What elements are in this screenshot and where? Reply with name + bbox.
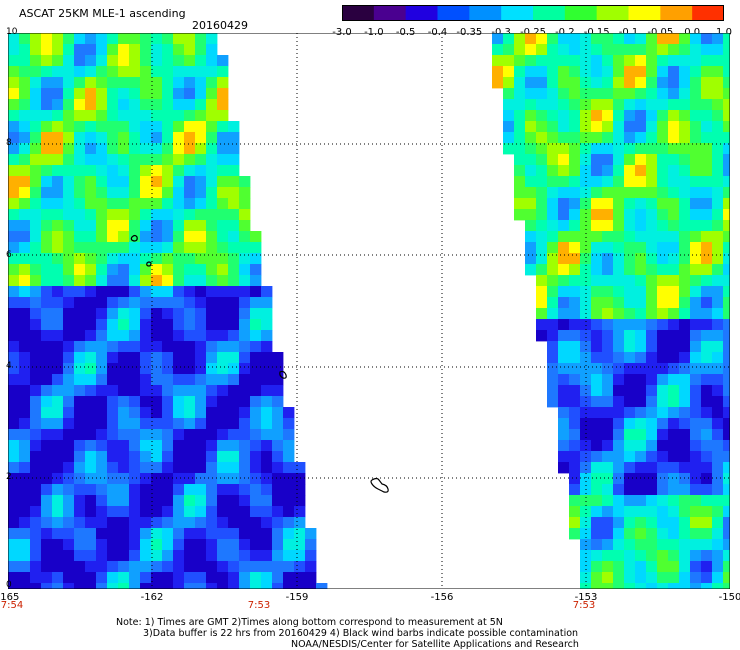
colorbar-segment xyxy=(596,5,629,21)
time-label: 7:54 xyxy=(0,600,24,611)
longitude-label: -162 xyxy=(140,592,164,603)
note-line-3: NOAA/NESDIS/Center for Satellite Applica… xyxy=(291,639,579,650)
longitude-label: -156 xyxy=(430,592,454,603)
longitude-label: -150 xyxy=(718,592,740,603)
swath-left xyxy=(8,33,328,589)
latitude-label: 2 xyxy=(6,472,12,482)
swath-map xyxy=(8,33,730,589)
longitude-label: -153 xyxy=(574,592,598,603)
latitude-label: 6 xyxy=(6,250,12,260)
colorbar-segment xyxy=(373,5,407,21)
colorbar-segment xyxy=(437,5,470,21)
colorbar-segment xyxy=(533,5,566,21)
note-line-1: Note: 1) Times are GMT 2)Times along bot… xyxy=(116,617,503,628)
island-contours xyxy=(130,234,389,493)
note-line-2: 3)Data buffer is 22 hrs from 20160429 4)… xyxy=(143,628,579,639)
colorbar xyxy=(342,5,724,21)
map-date: 20160429 xyxy=(192,19,248,32)
colorbar-segment xyxy=(342,5,375,21)
longitude-label: -159 xyxy=(285,592,309,603)
latitude-label: 4 xyxy=(6,361,12,371)
colorbar-segment xyxy=(692,5,724,21)
colorbar-segment xyxy=(660,5,693,21)
colorbar-segment xyxy=(628,5,661,21)
longitude-label: -165 xyxy=(0,592,20,603)
time-label: 7:53 xyxy=(247,600,271,611)
map-title: ASCAT 25KM MLE-1 ascending xyxy=(19,7,186,20)
colorbar-segment xyxy=(469,5,502,21)
time-label: 7:53 xyxy=(572,600,596,611)
latitude-label: 8 xyxy=(6,138,12,148)
colorbar-segment xyxy=(405,5,438,21)
lat-lon-grid xyxy=(8,33,730,589)
colorbar-segment xyxy=(564,5,598,21)
latitude-label: 0 xyxy=(6,580,12,590)
swath-right xyxy=(492,33,730,589)
latitude-label: 10 xyxy=(6,27,18,37)
colorbar-segment xyxy=(501,5,534,21)
